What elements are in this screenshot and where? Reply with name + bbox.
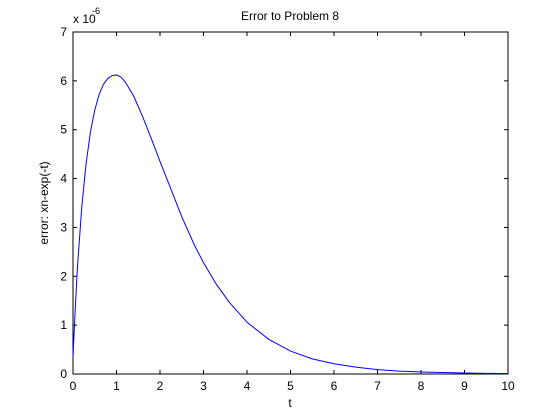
series-group: [72, 74, 509, 375]
chart-title: Error to Problem 8: [241, 9, 339, 23]
x-tick-label: 9: [461, 379, 468, 393]
x-tick-label: 4: [244, 379, 251, 393]
x-axis-label: t: [288, 396, 292, 410]
series-line: [72, 74, 509, 375]
x-tick-label: 0: [70, 379, 77, 393]
x-tick-label: 5: [287, 379, 294, 393]
y-multiplier-base: x 10: [73, 12, 96, 26]
x-tick-label: 10: [501, 379, 515, 393]
x-tick-label: 2: [157, 379, 164, 393]
y-tick-label: 1: [60, 318, 67, 332]
y-tick-label: 2: [60, 269, 67, 283]
y-tick-label: 3: [60, 220, 67, 234]
x-tick-label: 3: [200, 379, 207, 393]
y-multiplier-exponent: -6: [92, 6, 100, 16]
x-tick-label: 7: [374, 379, 381, 393]
x-tick-label: 6: [331, 379, 338, 393]
plot-area: [72, 31, 509, 375]
x-tick-label: 8: [418, 379, 425, 393]
y-axis-label: error: xn-exp(-t): [37, 161, 51, 244]
y-tick-label: 4: [60, 172, 67, 186]
y-tick-label: 0: [60, 367, 67, 381]
y-tick-label: 7: [60, 25, 67, 39]
y-tick-label: 5: [60, 123, 67, 137]
x-tick-label: 1: [113, 379, 120, 393]
y-tick-label: 6: [60, 74, 67, 88]
